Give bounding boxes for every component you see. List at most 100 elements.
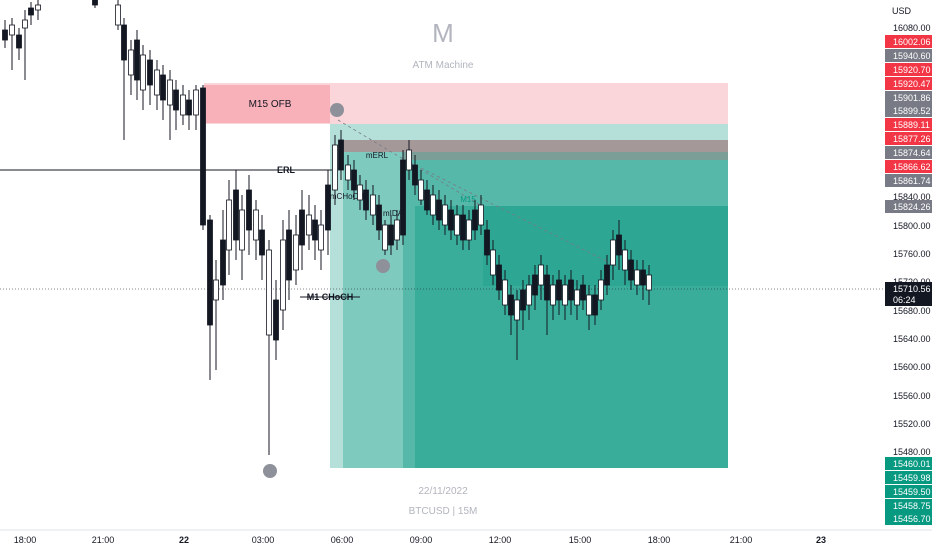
price-tag[interactable] — [885, 104, 932, 117]
price-tag[interactable] — [885, 49, 932, 62]
teal-zone-4[interactable] — [415, 206, 728, 468]
candle-body — [406, 149, 412, 171]
price-tag-text: 15459.98 — [893, 473, 931, 483]
candle-body — [167, 79, 173, 106]
merl-label: mERL — [366, 151, 389, 160]
candle-body — [180, 94, 186, 116]
candle-body — [466, 219, 472, 241]
candle-body — [357, 184, 363, 201]
countdown-text: 06:24 — [893, 295, 916, 305]
candle-body — [239, 209, 245, 251]
candle-body — [454, 214, 460, 236]
candle-body — [233, 189, 239, 241]
price-tag-text: 15877.26 — [893, 134, 931, 144]
candle-body — [538, 264, 544, 286]
swing-marker-low[interactable] — [263, 464, 277, 478]
red-band-2 — [403, 152, 728, 160]
candle-body — [220, 239, 226, 286]
candle-body — [634, 269, 640, 286]
price-tag[interactable] — [885, 499, 932, 512]
candle-body — [532, 274, 538, 296]
price-tag[interactable] — [885, 118, 932, 131]
candle-body — [173, 89, 179, 111]
candle-body — [154, 69, 160, 96]
candle-body — [514, 299, 520, 321]
price-tag[interactable] — [885, 160, 932, 173]
trend-dash-2 — [404, 159, 621, 269]
candle-body — [286, 229, 292, 281]
candle-body — [646, 274, 652, 291]
candle-body — [325, 184, 331, 231]
candle-body — [186, 99, 192, 116]
price-tag[interactable] — [885, 146, 932, 159]
candle-body — [22, 19, 28, 29]
candle-body — [580, 284, 586, 301]
price-tag-text: 15458.75 — [893, 501, 931, 511]
price-tag[interactable] — [885, 512, 932, 525]
candle-body — [273, 299, 279, 341]
candle-body — [318, 224, 324, 251]
candle-body — [424, 189, 430, 211]
candle-body — [35, 4, 41, 11]
candle-body — [592, 294, 598, 316]
price-tag-text: 15901.86 — [893, 93, 931, 103]
candle-body — [472, 209, 478, 231]
price-tick-label: 15640.00 — [893, 334, 931, 344]
price-tick-label: 15560.00 — [893, 391, 931, 401]
candle-body — [640, 269, 646, 286]
price-tag[interactable] — [885, 457, 932, 470]
candle-body — [478, 204, 484, 226]
price-tag[interactable] — [885, 200, 932, 213]
mida-label: mIDA — [383, 209, 404, 218]
candle-body — [115, 4, 121, 26]
candle-body — [253, 209, 259, 241]
price-tag[interactable] — [885, 485, 932, 498]
time-axis-label: 18:00 — [14, 535, 37, 545]
candle-body — [508, 294, 514, 316]
candle-body — [200, 87, 206, 226]
candle-body — [338, 139, 344, 171]
candle-body — [16, 34, 22, 49]
price-tag[interactable] — [885, 77, 932, 90]
ob-label-box — [204, 85, 330, 123]
candle-body — [490, 249, 496, 276]
candle-body — [412, 164, 418, 186]
candle-body — [382, 224, 388, 251]
candle-body — [213, 279, 219, 301]
time-axis: 18:00 21:00 22 03:00 06:00 09:00 12:00 15:00 18:… — [14, 535, 826, 545]
price-tag-text: 15920.47 — [893, 79, 931, 89]
candle-body — [448, 209, 454, 231]
candle-body — [92, 0, 98, 6]
time-axis-label: 12:00 — [489, 535, 512, 545]
price-tag[interactable] — [885, 63, 932, 76]
price-tag-text: 15889.11 — [893, 120, 930, 130]
candle-body — [436, 199, 442, 221]
price-tick-label: 16080.00 — [893, 23, 931, 33]
price-tag[interactable] — [885, 471, 932, 484]
candle-body — [306, 214, 312, 236]
candle-body — [2, 29, 8, 41]
candle-body — [226, 199, 232, 251]
price-tag-text: 15866.62 — [893, 162, 931, 172]
candle-body — [299, 209, 305, 246]
price-tag[interactable] — [885, 132, 932, 145]
swing-marker-top[interactable] — [330, 103, 344, 117]
candle-body — [266, 249, 272, 336]
price-tag-text: 15920.70 — [893, 65, 931, 75]
price-tag[interactable] — [885, 174, 932, 187]
swing-marker-mid[interactable] — [376, 259, 390, 273]
price-tick-label: 15800.00 — [893, 221, 931, 231]
m1-choch-label: M1 CHoCH — [307, 292, 354, 302]
current-price-tag[interactable] — [885, 282, 932, 306]
candle-body — [345, 164, 351, 181]
candle-body — [550, 284, 556, 306]
candle-body — [574, 289, 580, 306]
price-tag[interactable] — [885, 91, 932, 104]
time-axis-label: 23 — [816, 535, 826, 545]
watermark-symbol: BTCUSD | 15M — [409, 506, 478, 517]
price-tag[interactable] — [885, 35, 932, 48]
price-tag-text: 16002.06 — [893, 37, 931, 47]
price-tag-text: 15874.64 — [893, 148, 931, 158]
ob-label: M15 OFB — [249, 99, 292, 110]
